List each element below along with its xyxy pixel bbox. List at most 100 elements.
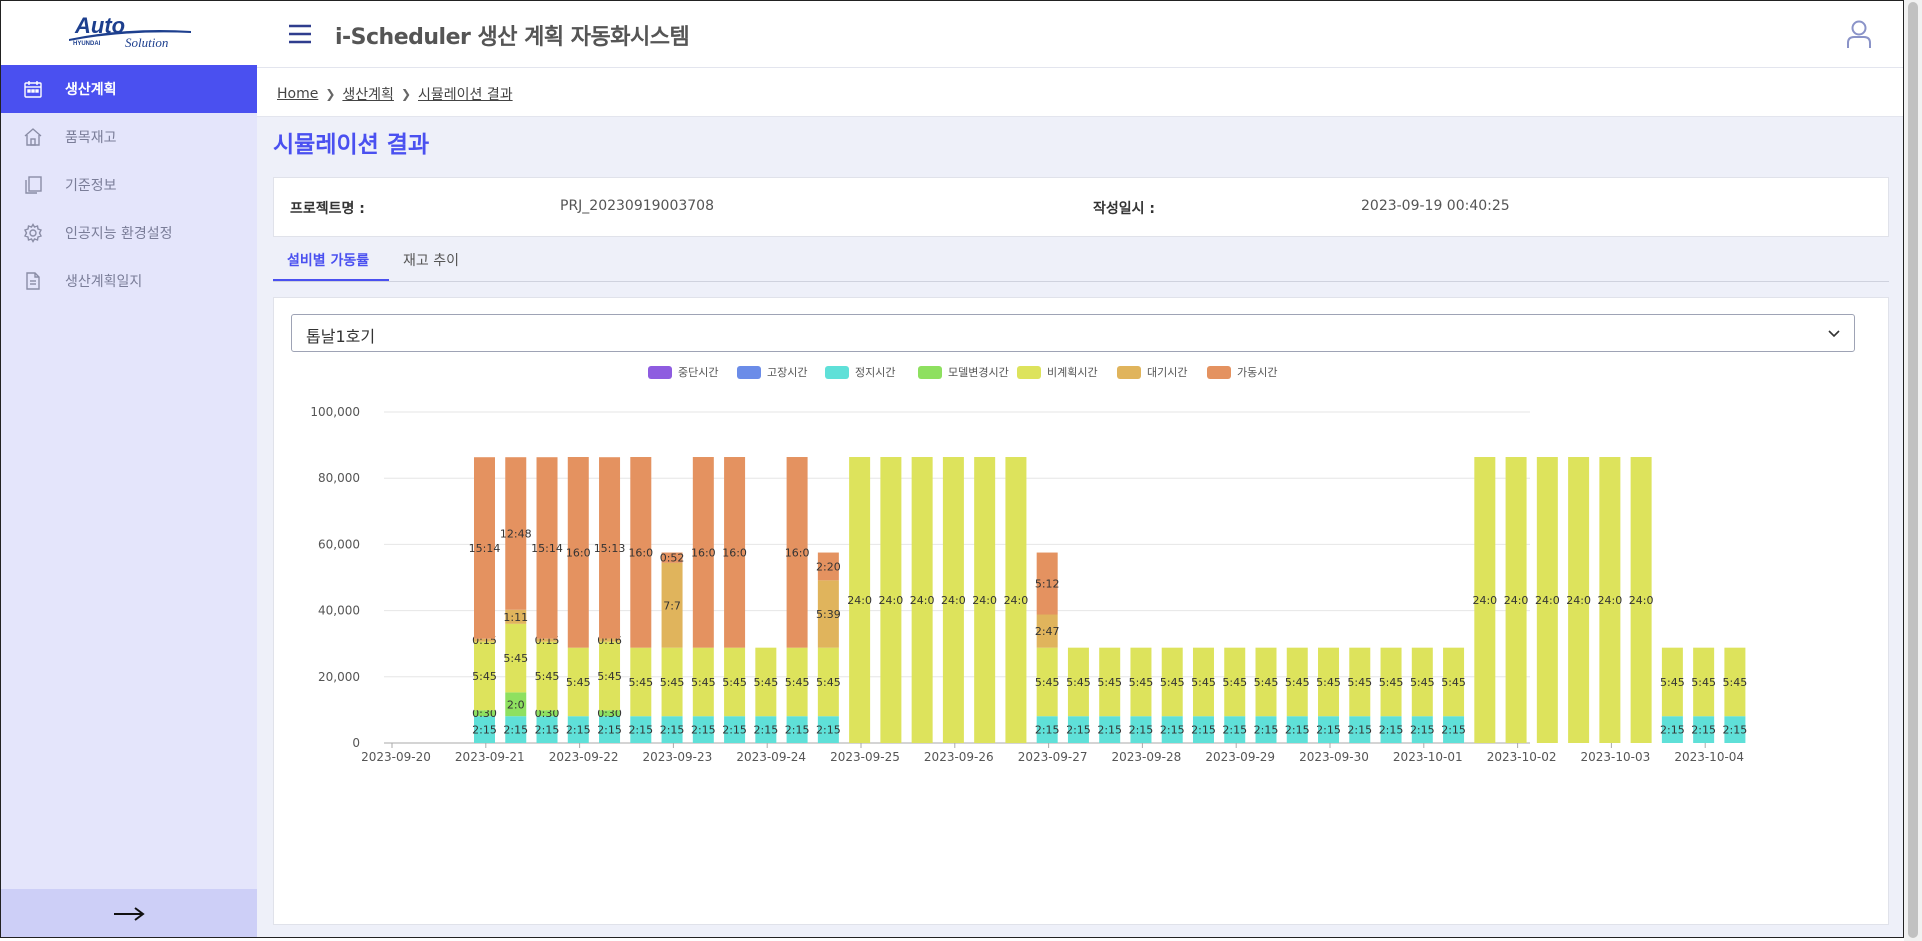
- tab-inventory-trend[interactable]: 재고 추이: [403, 253, 459, 269]
- tab-equipment-utilization[interactable]: 설비별 가동률: [273, 243, 389, 281]
- bar-segment: [1411, 647, 1433, 717]
- chevron-right-icon: ❯: [325, 87, 336, 101]
- data-label: 2:15: [753, 724, 778, 737]
- bar-segment: [1380, 716, 1402, 743]
- x-tick-label: 2023-09-25: [830, 750, 900, 764]
- bar-segment: [755, 647, 777, 717]
- bar-segment: [599, 638, 621, 642]
- x-tick-label: 2023-10-02: [1487, 750, 1557, 764]
- sidebar-item-inventory[interactable]: 품목재고: [1, 113, 257, 161]
- breadcrumb-simulation-result[interactable]: 시뮬레이션 결과: [418, 87, 513, 103]
- legend-label: 비계획시간: [1047, 366, 1098, 379]
- data-label: 5:45: [1691, 676, 1716, 689]
- y-tick-label: 20,000: [318, 670, 360, 684]
- data-label: 24:0: [1598, 594, 1623, 607]
- bar-segment: [1724, 716, 1746, 743]
- data-label: 5:45: [753, 676, 778, 689]
- bar-segment: [1286, 647, 1308, 717]
- machine-select[interactable]: 톱날1호기: [291, 314, 1855, 352]
- user-icon[interactable]: [1845, 19, 1873, 49]
- bar-segment: [1318, 716, 1340, 743]
- data-label: 2:15: [566, 724, 591, 737]
- breadcrumb-production-plan[interactable]: 생산계획: [342, 87, 394, 103]
- data-label: 24:0: [847, 594, 872, 607]
- data-label: 24:0: [1629, 594, 1654, 607]
- data-label: 2:15: [660, 724, 685, 737]
- data-label: 0:30: [535, 707, 560, 720]
- data-label: 2:15: [1441, 724, 1466, 737]
- bar-segment: [536, 641, 558, 711]
- bar-segment: [661, 647, 683, 717]
- breadcrumb-home[interactable]: Home: [277, 86, 319, 102]
- bar-segment: [505, 692, 527, 717]
- legend-swatch: [1017, 366, 1041, 379]
- bar-segment: [505, 457, 527, 610]
- data-label: 2:20: [816, 560, 841, 573]
- bar-segment: [1693, 647, 1715, 717]
- bar-segment: [1130, 647, 1152, 717]
- data-label: 5:45: [1035, 676, 1060, 689]
- sidebar-item-production-plan[interactable]: 생산계획: [1, 65, 257, 113]
- data-label: 2:15: [1723, 724, 1748, 737]
- bar-segment: [692, 716, 714, 743]
- bar-segment: [1224, 647, 1246, 717]
- data-label: 2:15: [1097, 724, 1122, 737]
- scrollbar-thumb[interactable]: [1908, 2, 1918, 938]
- data-label: 5:45: [566, 676, 591, 689]
- data-label: 2:15: [597, 724, 622, 737]
- created-date-label: 작성일시 :: [1093, 201, 1155, 217]
- data-label: 0:52: [660, 552, 685, 565]
- data-label: 5:45: [535, 670, 560, 683]
- bar-segment: [911, 457, 933, 743]
- bar-segment: [474, 641, 495, 711]
- x-tick-label: 2023-09-22: [549, 750, 619, 764]
- bar-segment: [1536, 457, 1558, 743]
- sidebar-item-ai-settings[interactable]: 인공지능 환경설정: [1, 209, 257, 257]
- bar-segment: [1067, 647, 1089, 717]
- bar-segment: [1568, 457, 1590, 743]
- data-label: 2:15: [1160, 724, 1185, 737]
- bar-segment: [1036, 614, 1058, 648]
- data-label: 1:11: [503, 611, 528, 624]
- bar-segment: [1036, 716, 1058, 743]
- hamburger-menu-icon[interactable]: [287, 21, 313, 47]
- bar-segment: [817, 580, 839, 648]
- copy-icon: [22, 174, 44, 196]
- bar-segment: [724, 457, 746, 648]
- data-label: 5:45: [816, 676, 841, 689]
- data-label: 2:15: [1379, 724, 1404, 737]
- data-label: 5:39: [816, 608, 841, 621]
- bar-segment: [567, 716, 589, 743]
- bar-segment: [474, 638, 495, 642]
- data-label: 5:45: [1191, 676, 1216, 689]
- legend-label: 고장시간: [767, 366, 807, 379]
- data-label: 5:45: [1066, 676, 1091, 689]
- bar-segment: [724, 716, 746, 743]
- legend-swatch: [918, 366, 942, 379]
- data-label: 2:15: [1660, 724, 1685, 737]
- data-label: 2:15: [691, 724, 716, 737]
- data-label: 2:15: [722, 724, 747, 737]
- x-tick-label: 2023-09-27: [1018, 750, 1088, 764]
- chevron-right-icon: ❯: [400, 87, 411, 101]
- sidebar-item-production-log[interactable]: 생산계획일지: [1, 257, 257, 305]
- sidebar-item-master-data[interactable]: 기준정보: [1, 161, 257, 209]
- bar-segment: [1318, 647, 1340, 717]
- vertical-scrollbar[interactable]: [1904, 0, 1922, 941]
- bar-segment: [1192, 647, 1214, 717]
- chevron-down-icon: [1828, 330, 1840, 338]
- data-label: 7:7: [663, 599, 681, 612]
- bar-segment: [1067, 716, 1089, 743]
- data-label: 2:15: [1066, 724, 1091, 737]
- bar-segment: [786, 647, 808, 717]
- data-label: 2:15: [785, 724, 810, 737]
- logo[interactable]: Auto HYUNDAI Solution: [1, 1, 257, 65]
- home-icon: [22, 126, 44, 148]
- sidebar-collapse-button[interactable]: [1, 889, 257, 937]
- data-label: 5:45: [1347, 676, 1372, 689]
- bar-segment: [1286, 716, 1308, 743]
- bar-segment: [599, 716, 621, 743]
- bar-segment: [630, 716, 652, 743]
- data-label: 24:0: [1504, 594, 1529, 607]
